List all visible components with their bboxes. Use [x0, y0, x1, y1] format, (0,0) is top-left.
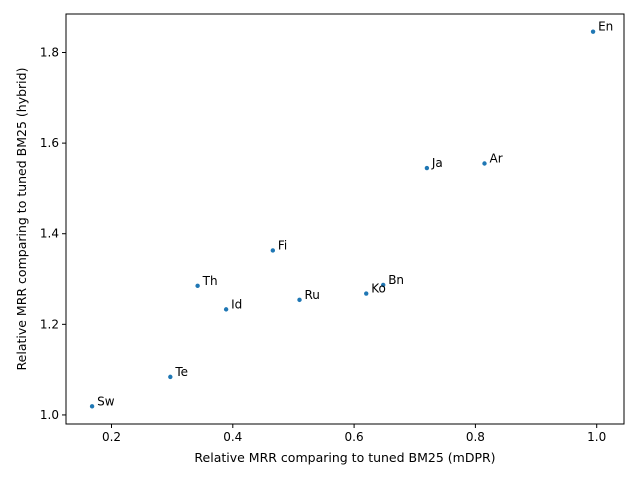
x-tick-label: 0.6	[345, 430, 364, 444]
x-axis-label: Relative MRR comparing to tuned BM25 (mD…	[194, 450, 495, 465]
data-point-en	[590, 29, 596, 34]
y-tick-label: 1.2	[40, 317, 59, 331]
x-tick-label: 0.4	[223, 430, 242, 444]
point-label-ko: Ko	[371, 282, 386, 296]
point-label-te: Te	[174, 365, 188, 379]
point-label-id: Id	[231, 297, 242, 311]
data-point-ko	[364, 291, 369, 296]
point-label-en: En	[598, 20, 613, 34]
point-label-bn: Bn	[388, 273, 404, 287]
data-point-ar	[482, 161, 487, 166]
y-tick-label: 1.6	[40, 136, 59, 150]
x-tick-label: 0.2	[102, 430, 121, 444]
point-label-ru: Ru	[305, 288, 320, 302]
data-point-bn	[381, 282, 386, 288]
data-point-th	[195, 283, 200, 289]
point-label-ar: Ar	[490, 152, 503, 166]
x-tick-label: 1.0	[587, 430, 606, 444]
data-point-fi	[270, 248, 276, 253]
data-point-id	[223, 307, 229, 312]
plot-area	[65, 13, 625, 425]
point-label-sw: Sw	[97, 394, 115, 408]
point-label-ja: Ja	[431, 156, 443, 170]
point-label-fi: Fi	[278, 238, 287, 252]
y-tick-label: 1.4	[40, 227, 59, 241]
data-point-te	[168, 374, 173, 380]
x-tick-label: 0.8	[466, 430, 485, 444]
y-tick-label: 1.0	[40, 408, 59, 422]
y-axis-label: Relative MRR comparing to tuned BM25 (hy…	[14, 68, 29, 371]
x-axis-ticks: 0.2 0.4 0.6 0.8 1.0	[102, 424, 606, 444]
y-axis-ticks: 1.0 1.2 1.4 1.6 1.8	[40, 46, 66, 422]
data-point-ja	[424, 165, 430, 171]
data-point-sw	[89, 404, 95, 409]
point-label-th: Th	[202, 274, 218, 288]
y-tick-label: 1.8	[40, 46, 59, 60]
data-point-ru	[297, 297, 302, 303]
